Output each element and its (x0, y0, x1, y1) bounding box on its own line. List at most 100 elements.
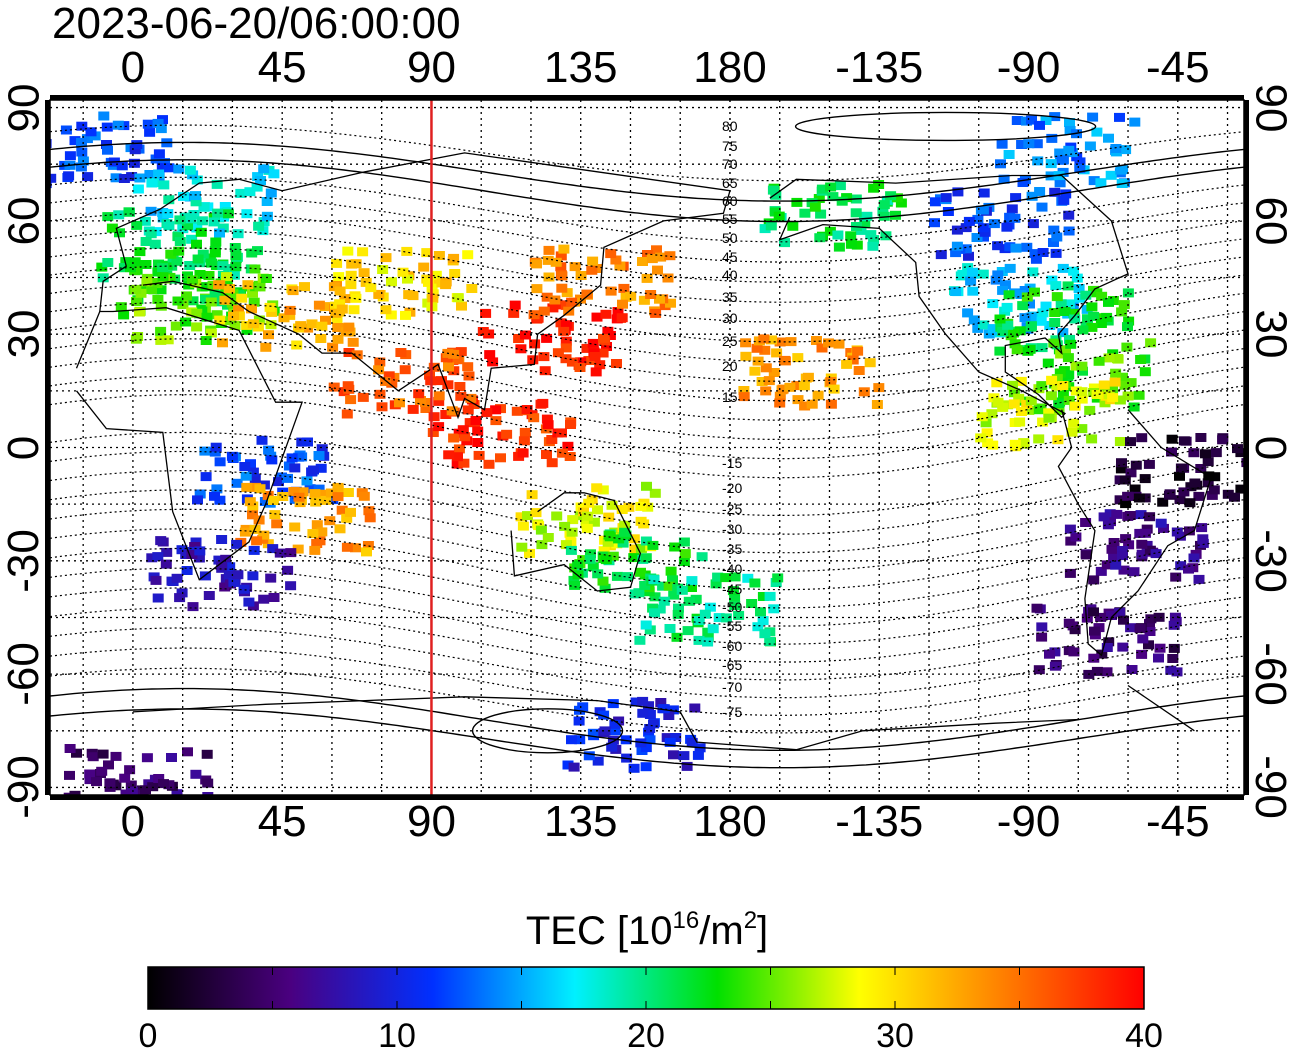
tec-cell (241, 320, 253, 330)
tec-cell (1086, 322, 1098, 332)
tec-cell (878, 200, 890, 210)
tec-cell (76, 121, 88, 131)
right-lat-label: 60 (1245, 196, 1294, 246)
tec-cell (258, 217, 270, 227)
tec-cell (873, 383, 885, 393)
tec-cell (357, 392, 369, 402)
tec-cell (661, 733, 673, 743)
tec-cell (420, 404, 432, 413)
tec-cell (155, 536, 167, 546)
tec-cell (401, 246, 413, 256)
tec-cell (556, 448, 568, 458)
tec-cell (812, 390, 824, 400)
tec-cell (729, 593, 741, 603)
tec-cell (63, 171, 75, 181)
contour-label: 65 (722, 175, 738, 191)
tec-cell (1144, 512, 1156, 522)
tec-cell (640, 743, 652, 753)
top-lon-label: 180 (693, 43, 767, 92)
tec-cell (647, 603, 659, 613)
tec-cell (1178, 436, 1190, 446)
mag-lat-contour (50, 687, 1244, 751)
tec-cell (155, 285, 167, 295)
contour-label: -35 (722, 541, 742, 557)
tec-cell (610, 255, 622, 265)
tec-cell (239, 527, 251, 537)
tec-cell (774, 391, 786, 401)
tec-cell (1027, 267, 1039, 277)
tec-cell (871, 400, 883, 409)
tec-cell (539, 366, 551, 376)
left-lat-label: -90 (0, 755, 48, 820)
tec-cell (1057, 328, 1069, 338)
tec-cell (470, 416, 482, 425)
bottom-lon-label: -135 (835, 797, 924, 846)
tec-cell (583, 498, 595, 508)
mag-lat-contour (50, 627, 1244, 699)
tec-cell (181, 566, 193, 575)
tec-cell (374, 389, 386, 399)
tec-cell (260, 274, 272, 283)
tec-cell (1188, 553, 1200, 563)
tec-cell (1003, 290, 1015, 300)
tec-cell (1068, 266, 1080, 276)
tec-cell (1129, 117, 1141, 127)
tec-cell (825, 377, 837, 386)
tec-cell (308, 465, 319, 475)
tec-cell (76, 147, 88, 157)
tec-cell (229, 243, 241, 252)
tec-cell (451, 459, 463, 469)
tec-cell (1057, 263, 1069, 273)
tec-cell (299, 282, 310, 292)
tec-cell (517, 448, 529, 458)
tec-cell (850, 208, 862, 218)
tec-cell (1118, 615, 1129, 625)
tec-cell (123, 207, 135, 217)
tec-cell (166, 753, 177, 762)
tec-cell (242, 280, 254, 290)
contour-label: 50 (722, 230, 738, 246)
tec-cell (190, 769, 202, 779)
tec-cell (285, 548, 297, 558)
tec-cell (600, 309, 612, 319)
tec-cell (1011, 345, 1023, 355)
tec-cell (163, 221, 175, 231)
mag-lat-contour (50, 159, 1244, 223)
top-lon-label: 90 (406, 43, 456, 92)
tec-cell (268, 593, 280, 602)
tec-cell (63, 792, 75, 795)
tec-cell (592, 569, 604, 579)
tec-cell (69, 136, 81, 146)
tec-cell (331, 314, 343, 324)
tec-cell (1063, 395, 1075, 405)
tec-cell (1139, 493, 1151, 503)
tec-cell (664, 624, 676, 633)
tec-cell (832, 230, 844, 240)
tec-cell (1004, 242, 1016, 252)
contour-label: 45 (722, 249, 738, 265)
tec-cell (150, 154, 162, 164)
tec-cell (1210, 448, 1222, 458)
tec-cell (562, 760, 574, 770)
tec-cell (654, 604, 666, 614)
tec-cell (200, 336, 212, 345)
tec-cell (246, 248, 258, 258)
tec-cell (1096, 291, 1108, 301)
tec-cell (1040, 116, 1052, 125)
tec-cell (332, 334, 344, 344)
tec-cell (1093, 356, 1105, 366)
tec-cell (975, 433, 987, 443)
tec-cell (644, 724, 656, 733)
tec-cell (87, 752, 99, 762)
tec-cell (157, 263, 169, 273)
tec-cell (678, 537, 690, 547)
tec-cell (581, 523, 593, 533)
tec-cell (599, 726, 611, 736)
tec-cell (1033, 434, 1045, 444)
contour-label: -20 (722, 480, 742, 496)
tec-cell (1144, 627, 1156, 636)
tec-cell (282, 473, 293, 483)
tec-cell (978, 320, 990, 330)
tec-cell (1035, 316, 1047, 326)
tec-cell (646, 254, 658, 264)
